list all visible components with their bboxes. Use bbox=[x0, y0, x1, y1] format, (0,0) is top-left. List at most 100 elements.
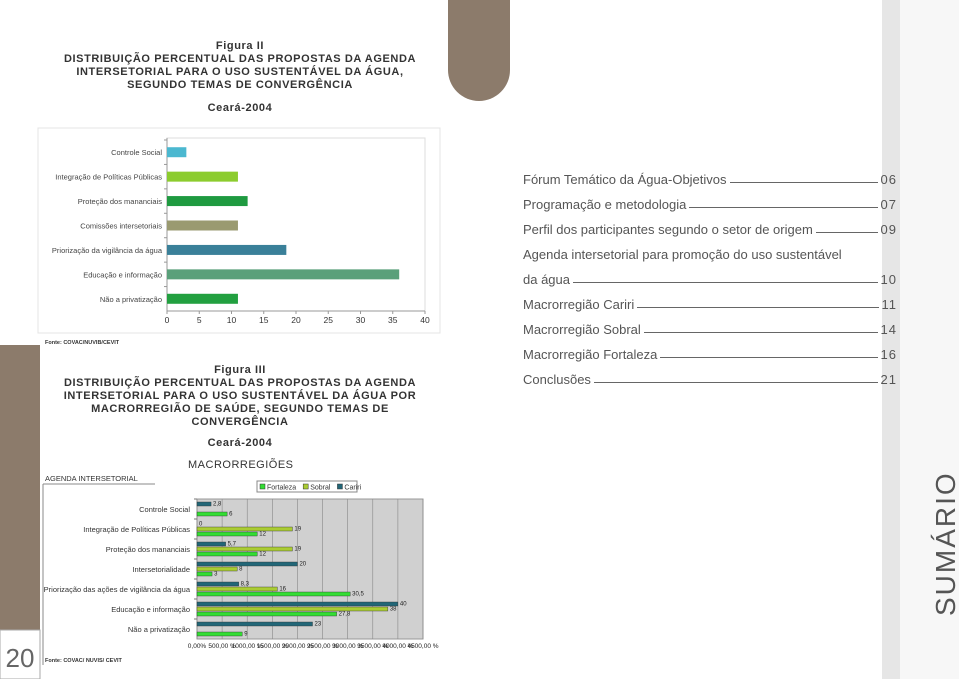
toc-page: 11 bbox=[881, 297, 897, 312]
toc-title: Agenda intersetorial para promoção do us… bbox=[523, 247, 842, 262]
toc-row: Programação e metodologia 07 bbox=[523, 187, 897, 212]
category-label: Intersetorialidade bbox=[132, 565, 190, 574]
value-label: 27,8 bbox=[339, 612, 351, 618]
bar bbox=[196, 611, 337, 617]
x-tick-label: 2500,00 % bbox=[307, 643, 339, 650]
x-tick-label: 4500,00 % bbox=[407, 643, 439, 650]
toc-row: Perfil dos participantes segundo o setor… bbox=[523, 212, 897, 237]
bar bbox=[196, 561, 298, 567]
category-label: Não a privatização bbox=[100, 295, 162, 304]
toc-title: Macrorregião Sobral bbox=[523, 322, 641, 337]
x-tick-label: 0 bbox=[165, 315, 170, 325]
toc-leader bbox=[593, 382, 878, 383]
value-label: 19 bbox=[294, 547, 301, 553]
x-tick-label: 30 bbox=[356, 315, 366, 325]
x-tick-label: 3500,00 % bbox=[357, 643, 389, 650]
bar bbox=[196, 551, 258, 557]
value-label: 2,8 bbox=[213, 502, 222, 508]
x-tick-label: 4000,00 % bbox=[382, 643, 414, 650]
table-of-contents: Fórum Temático da Água-Objetivos 06 Progra… bbox=[523, 162, 897, 387]
bar bbox=[167, 147, 187, 158]
axis-title: AGENDA INTERSETORIAL bbox=[45, 474, 138, 483]
figure-date: Ceará-2004 bbox=[208, 437, 273, 449]
legend-label: Cariri bbox=[344, 485, 361, 492]
bar bbox=[196, 591, 351, 597]
x-tick-label: 2000,00 % bbox=[281, 643, 313, 650]
x-tick-label: 1000,00 % bbox=[231, 643, 263, 650]
bar bbox=[167, 220, 238, 231]
x-tick-label: 40 bbox=[420, 315, 430, 325]
toc-page: 06 bbox=[880, 172, 897, 187]
legend-title: MACRORREGIÕES bbox=[188, 458, 294, 471]
toc-page: 16 bbox=[880, 347, 897, 362]
category-label: Proteção dos mananciais bbox=[78, 197, 162, 206]
value-label: 40 bbox=[400, 602, 407, 608]
category-label: Não a privatização bbox=[128, 625, 190, 634]
toc-leader bbox=[815, 232, 878, 233]
toc-row: Conclusões 21 bbox=[523, 362, 897, 387]
left-band bbox=[0, 345, 40, 679]
bar bbox=[196, 586, 278, 592]
category-label: Priorização das ações de vigilância da á… bbox=[44, 585, 191, 594]
x-tick-label: 3000,00 % bbox=[332, 643, 364, 650]
value-label: 8,3 bbox=[241, 582, 250, 588]
bar bbox=[196, 621, 313, 627]
figure-title: Figura II bbox=[216, 40, 264, 52]
legend-label: Fortaleza bbox=[267, 485, 296, 492]
bar bbox=[196, 571, 213, 577]
bar bbox=[167, 269, 400, 280]
toc-row: Macrorregião Fortaleza 16 bbox=[523, 337, 897, 362]
value-label: 19 bbox=[294, 527, 301, 533]
value-label: 0 bbox=[199, 522, 203, 528]
top-tab bbox=[448, 0, 510, 101]
bar bbox=[167, 293, 238, 304]
x-tick-label: 10 bbox=[227, 315, 237, 325]
bar bbox=[196, 531, 258, 537]
category-label: Controle Social bbox=[111, 148, 162, 157]
toc-page: 21 bbox=[880, 372, 897, 387]
value-label: 23 bbox=[315, 622, 322, 628]
legend-swatch bbox=[337, 483, 343, 490]
category-label: Priorização da vigilância da água bbox=[52, 246, 163, 255]
x-tick-label: 20 bbox=[291, 315, 301, 325]
toc-row: Agenda intersetorial para promoção do us… bbox=[523, 237, 897, 262]
toc-title: Conclusões bbox=[523, 372, 591, 387]
toc-leader bbox=[637, 307, 879, 308]
value-label: 12 bbox=[259, 552, 266, 558]
section-title: SUMÁRIO bbox=[930, 471, 959, 616]
toc-page: 07 bbox=[880, 197, 897, 212]
page-number-box bbox=[0, 629, 41, 679]
figure-subtitle: DISTRIBUIÇÃO PERCENTUAL DAS PROPOSTAS DA… bbox=[64, 376, 416, 389]
category-label: Integração de Políticas Públicas bbox=[83, 525, 190, 534]
value-label: 6 bbox=[229, 512, 233, 518]
toc-leader bbox=[573, 282, 878, 283]
legend: Fortaleza Sobral Cariri bbox=[256, 480, 362, 493]
bar bbox=[167, 244, 287, 255]
value-label: 16 bbox=[279, 587, 286, 593]
bar bbox=[196, 541, 226, 547]
x-tick-label: 35 bbox=[388, 315, 398, 325]
figure-subtitle: INTERSETORIAL PARA O USO SUSTENTÁVEL DA … bbox=[76, 65, 403, 78]
legend-swatch bbox=[302, 483, 309, 490]
toc-page: 14 bbox=[880, 322, 897, 337]
chart-frame bbox=[37, 127, 441, 334]
bar bbox=[167, 196, 248, 207]
bar bbox=[196, 546, 293, 552]
x-tick-label: 1500,00 % bbox=[256, 643, 288, 650]
value-label: 38 bbox=[390, 607, 397, 613]
toc-title: da água bbox=[523, 272, 570, 287]
figure-date: Ceará-2004 bbox=[208, 102, 273, 114]
toc-title: Macrorregião Fortaleza bbox=[523, 347, 658, 362]
toc-leader bbox=[643, 332, 878, 333]
value-label: 30,5 bbox=[352, 592, 364, 598]
bar bbox=[196, 501, 212, 507]
value-label: 9 bbox=[244, 632, 248, 638]
figure-subtitle: MACRORREGIÃO DE SAÚDE, SEGUNDO TEMAS DE bbox=[91, 402, 389, 415]
category-label: Educação e informação bbox=[111, 605, 190, 614]
toc-page: 10 bbox=[880, 272, 897, 287]
toc-row: da água 10 bbox=[523, 262, 897, 287]
toc-title: Fórum Temático da Água-Objetivos bbox=[523, 172, 727, 187]
value-label: 20 bbox=[299, 562, 306, 568]
toc-title: Macrorregião Cariri bbox=[523, 297, 635, 312]
